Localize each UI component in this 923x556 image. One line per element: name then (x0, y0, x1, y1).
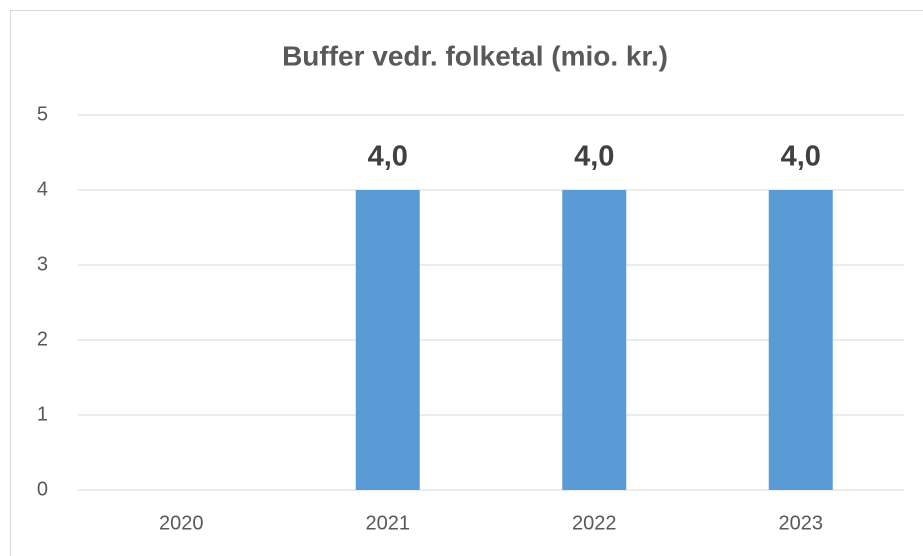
bar (355, 190, 420, 490)
data-label: 4,0 (368, 141, 408, 173)
y-tick-label: 1 (37, 403, 48, 425)
bar (768, 190, 833, 490)
data-label: 4,0 (781, 141, 821, 173)
x-tick-label: 2022 (572, 512, 617, 534)
y-tick-label: 2 (37, 328, 48, 350)
x-tick-label: 2020 (159, 512, 204, 534)
y-tick-label: 3 (37, 253, 48, 275)
x-tick-label: 2023 (779, 512, 824, 534)
y-tick-label: 5 (37, 103, 48, 125)
y-tick-label: 0 (37, 478, 48, 500)
data-label: 4,0 (574, 141, 614, 173)
y-tick-label: 4 (37, 178, 48, 200)
bar (562, 190, 627, 490)
x-tick-label: 2021 (366, 512, 411, 534)
chart-title: Buffer vedr. folketal (mio. kr.) (282, 40, 668, 71)
